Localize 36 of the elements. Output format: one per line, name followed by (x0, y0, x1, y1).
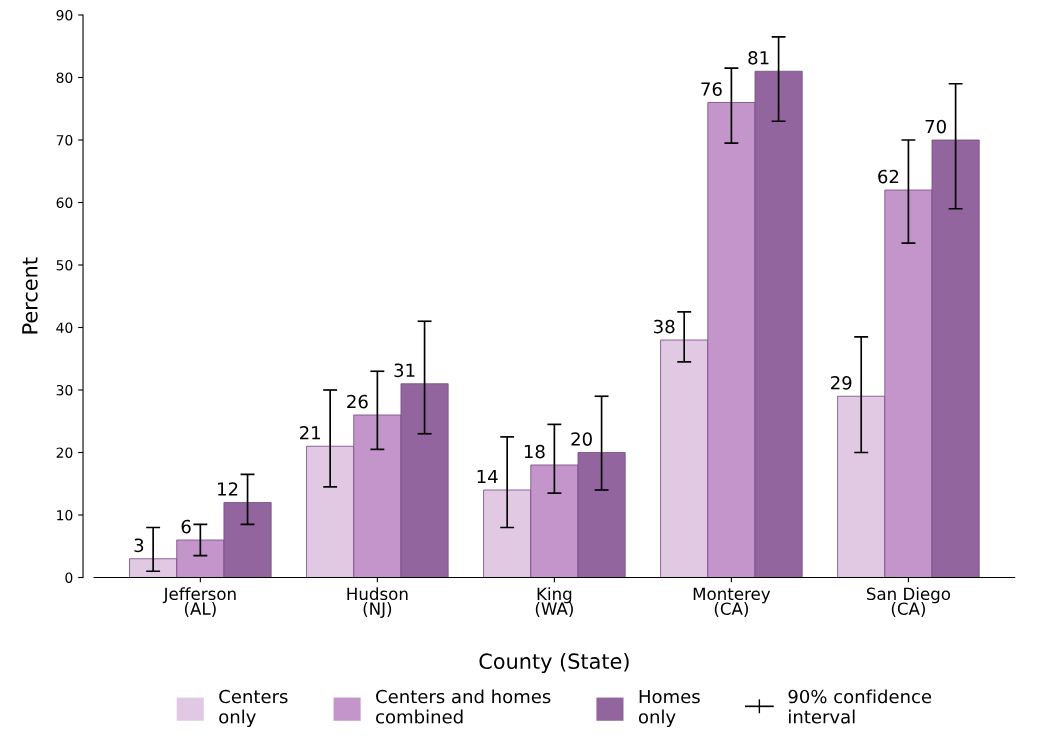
data-label: 12 (218, 482, 238, 496)
data-label: 38 (654, 319, 675, 334)
y-tick-label: 80 (56, 72, 73, 83)
data-label: 26 (347, 394, 368, 409)
y-axis-title: Percent (22, 257, 38, 334)
y-tick-label: 30 (56, 384, 73, 396)
legend-label: Centers and homes combined (376, 689, 551, 724)
data-label: 14 (477, 469, 498, 484)
x-tick-label: Jefferson (AL) (162, 587, 236, 617)
x-tick-label: San Diego (CA) (866, 587, 951, 617)
data-label: 29 (831, 375, 852, 390)
data-label: 81 (748, 50, 769, 65)
y-tick-label: 60 (56, 197, 73, 208)
y-tick-label: 70 (56, 134, 73, 146)
data-label: 18 (524, 444, 545, 459)
data-label: 3 (134, 538, 144, 553)
data-label: 62 (878, 169, 899, 184)
y-tick-label: 0 (65, 572, 73, 583)
y-tick-label: 20 (56, 447, 73, 458)
legend-label: Homes only (638, 689, 700, 728)
y-tick-label: 10 (57, 509, 73, 521)
data-label: 31 (394, 363, 415, 378)
x-tick-label: King (WA) (535, 587, 573, 617)
data-label: 76 (701, 82, 722, 96)
y-tick-label: 40 (56, 322, 73, 333)
y-tick-label: 50 (56, 259, 73, 271)
data-label: 6 (181, 519, 191, 534)
x-tick-label: Monterey (CA) (693, 587, 771, 617)
legend-label: Centers only (219, 689, 288, 728)
text: 90% confidence interval (788, 689, 932, 724)
y-tick-label: 90 (56, 9, 73, 21)
data-label: 70 (925, 119, 946, 134)
x-axis-title: County (State) (479, 652, 629, 674)
data-label: 21 (300, 425, 320, 440)
data-label: 20 (571, 432, 592, 446)
x-tick-label: Hudson (NJ) (347, 587, 408, 619)
